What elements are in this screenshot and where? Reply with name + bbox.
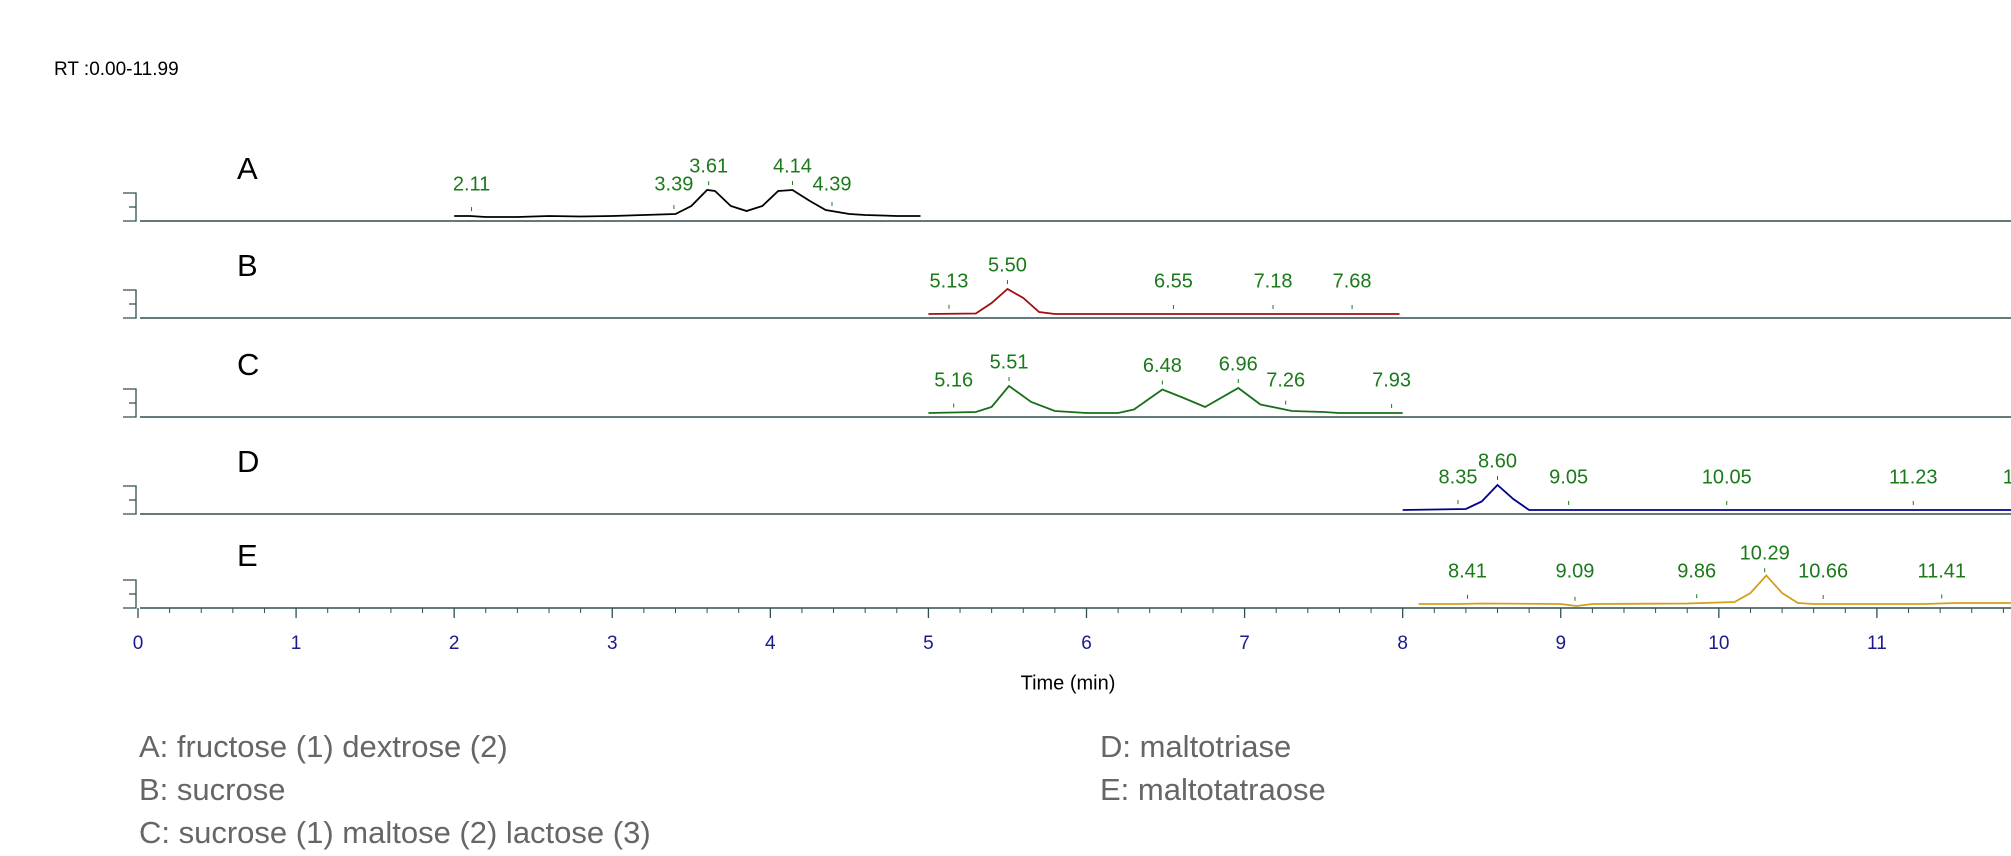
peak-label: 4.39 bbox=[813, 173, 852, 195]
y-bracket bbox=[123, 579, 137, 609]
legend-note: D: maltotriase bbox=[1100, 729, 1291, 764]
y-bracket bbox=[123, 289, 137, 319]
peak-label: 10.29 bbox=[1740, 543, 1790, 565]
panel-label: C bbox=[237, 347, 259, 382]
peak-label: 5.50 bbox=[988, 254, 1027, 276]
trace bbox=[1402, 483, 2011, 511]
y-bracket bbox=[123, 388, 137, 418]
x-axis-label: Time (min) bbox=[1021, 672, 1116, 694]
peak-label: 10.05 bbox=[1702, 466, 1752, 488]
peak-label: 11.41 bbox=[1917, 560, 1966, 582]
peak-label: 3.39 bbox=[654, 173, 693, 195]
peak-label: 5.16 bbox=[934, 369, 973, 391]
peak-label: 7.68 bbox=[1333, 270, 1372, 292]
rt-range: RT :0.00-11.99 bbox=[54, 59, 179, 80]
x-tick-label: 0 bbox=[133, 633, 144, 654]
panel-label: A bbox=[237, 151, 258, 186]
peak-label: 6.48 bbox=[1143, 355, 1182, 377]
x-tick-label: 7 bbox=[1239, 633, 1250, 654]
x-tick-label: 1 bbox=[291, 633, 302, 654]
peak-label: 9.86 bbox=[1677, 560, 1716, 582]
x-tick-label: 5 bbox=[923, 633, 934, 654]
panel-label: E bbox=[237, 538, 258, 573]
legend-note: A: fructose (1) dextrose (2) bbox=[139, 729, 508, 764]
y-bracket bbox=[123, 192, 137, 222]
y-bracket bbox=[123, 485, 137, 515]
trace bbox=[1418, 574, 2011, 607]
x-tick-label: 6 bbox=[1081, 633, 1092, 654]
panel-label: B bbox=[237, 248, 258, 283]
panel-label: D bbox=[237, 444, 259, 479]
peak-label: 4.14 bbox=[773, 155, 812, 177]
x-tick-label: 10 bbox=[1708, 633, 1729, 654]
legend-note: B: sucrose bbox=[139, 772, 285, 807]
trace bbox=[928, 384, 1403, 414]
peak-label: 9.05 bbox=[1549, 466, 1588, 488]
peak-label: 11.95 bbox=[2003, 466, 2011, 488]
peak-label: 2.11 bbox=[453, 173, 490, 195]
peak-label: 7.18 bbox=[1254, 270, 1293, 292]
trace bbox=[454, 189, 921, 218]
trace bbox=[928, 287, 1400, 315]
peak-label: 6.96 bbox=[1219, 353, 1258, 375]
peak-label: 5.13 bbox=[929, 270, 968, 292]
peak-label: 8.35 bbox=[1439, 466, 1478, 488]
peak-label: 6.55 bbox=[1154, 270, 1193, 292]
peak-label: 10.66 bbox=[1798, 560, 1848, 582]
legend-note: C: sucrose (1) maltose (2) lactose (3) bbox=[139, 815, 651, 850]
x-tick-label: 8 bbox=[1397, 633, 1408, 654]
peak-label: 7.93 bbox=[1372, 369, 1411, 391]
x-tick-label: 2 bbox=[449, 633, 460, 654]
peak-label: 8.41 bbox=[1448, 560, 1487, 582]
peak-label: 8.60 bbox=[1478, 450, 1517, 472]
peak-label: 9.09 bbox=[1556, 560, 1595, 582]
peak-label: 11.23 bbox=[1889, 466, 1938, 488]
peak-label: 7.26 bbox=[1266, 369, 1305, 391]
x-tick-label: 4 bbox=[765, 633, 776, 654]
peak-label: 5.51 bbox=[990, 351, 1029, 373]
x-tick-label: 3 bbox=[607, 633, 618, 654]
x-tick-label: 9 bbox=[1555, 633, 1566, 654]
peak-label: 3.61 bbox=[689, 155, 728, 177]
legend-note: E: maltotatraose bbox=[1100, 772, 1326, 807]
x-tick-label: 11 bbox=[1867, 633, 1887, 654]
